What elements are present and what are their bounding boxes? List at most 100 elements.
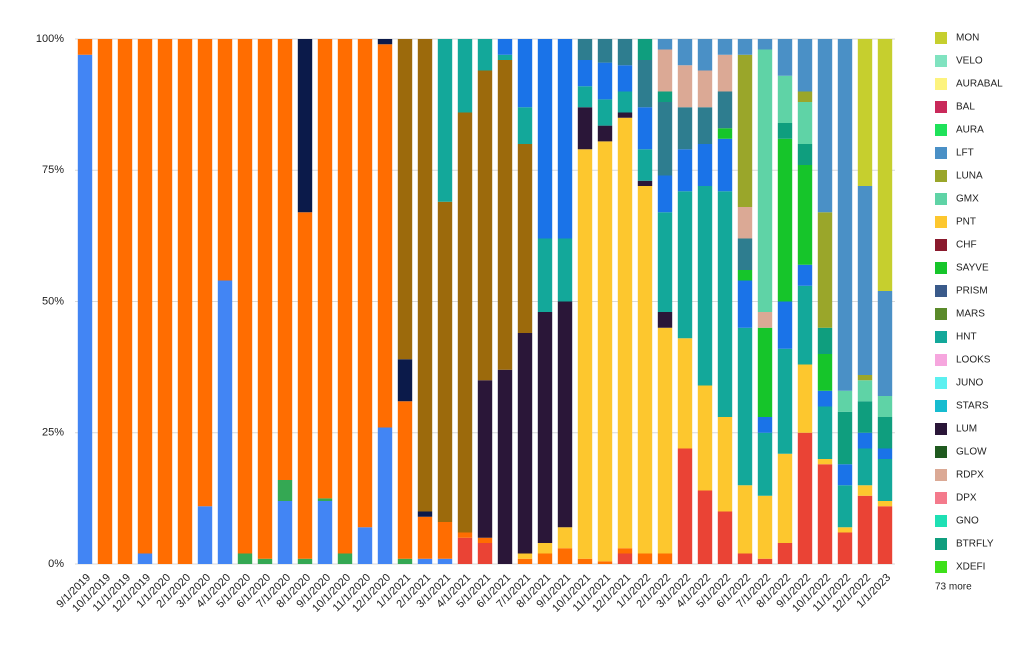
bar-segment — [757, 495, 773, 559]
bar-segment — [337, 553, 353, 564]
bar-segment — [657, 212, 673, 312]
bar-segment — [877, 39, 893, 291]
bar-segment — [737, 207, 753, 239]
legend-swatch — [935, 101, 947, 113]
bar-segment — [757, 312, 773, 328]
bar-segment — [857, 375, 873, 381]
legend-label: DPX — [956, 493, 977, 504]
y-tick-label: 100% — [36, 33, 64, 45]
bar-segment — [377, 44, 393, 428]
bar-segment — [737, 280, 753, 328]
bar-segment — [557, 39, 573, 239]
bar-segment — [417, 558, 433, 564]
bar-segment — [717, 54, 733, 92]
bar-segment — [737, 553, 753, 564]
bar-segment — [197, 506, 213, 564]
bar-segment — [537, 312, 553, 543]
bar-segment — [537, 553, 553, 564]
bar-segment — [817, 390, 833, 407]
bar-segment — [537, 543, 553, 554]
bar-segment — [837, 390, 853, 412]
bar-segment — [577, 60, 593, 87]
bar-segment — [417, 516, 433, 559]
bar-segment — [817, 354, 833, 391]
bar-segment — [777, 301, 793, 349]
legend-label: PNT — [956, 217, 976, 228]
bar-segment — [737, 327, 753, 486]
bar-segment — [77, 54, 93, 564]
bar-segment — [497, 60, 513, 370]
bar-segment — [837, 532, 853, 564]
legend-swatch — [935, 78, 947, 90]
bar-segment — [857, 380, 873, 402]
legend-swatch — [935, 354, 947, 366]
bar-segment — [457, 112, 473, 533]
legend-label: LOOKS — [956, 355, 991, 366]
bar-segment — [137, 553, 153, 564]
bar-segment — [417, 39, 433, 512]
legend-swatch — [935, 308, 947, 320]
bar-segment — [117, 39, 133, 564]
bar-segment — [597, 62, 613, 100]
bar-segment — [317, 501, 333, 564]
bar-segment — [757, 558, 773, 564]
legend-swatch — [935, 423, 947, 435]
legend-swatch — [935, 331, 947, 343]
legend-swatch — [935, 193, 947, 205]
bar-segment — [397, 401, 413, 559]
bar-segment — [797, 432, 813, 564]
bar-segment — [277, 501, 293, 564]
bar-segment — [837, 527, 853, 533]
bar-segment — [317, 498, 333, 501]
legend-label: LUM — [956, 424, 977, 435]
legend-swatch — [935, 170, 947, 182]
legend-label: MARS — [956, 309, 985, 320]
bar-segment — [317, 39, 333, 499]
bar-segment — [637, 149, 653, 181]
bar-segment — [757, 432, 773, 496]
y-tick-label: 0% — [48, 558, 64, 570]
legend-label: AURABAL — [956, 79, 1003, 90]
bar-segment — [777, 453, 793, 543]
bar-segment — [717, 39, 733, 55]
bar-segment — [857, 485, 873, 496]
bar-segment — [837, 485, 853, 528]
legend-swatch — [935, 55, 947, 67]
bar-segment — [717, 417, 733, 512]
bar-segment — [557, 548, 573, 564]
bar-segment — [677, 107, 693, 150]
bar-segment — [837, 39, 853, 391]
bar-segment — [597, 141, 613, 562]
bar-segment — [457, 537, 473, 564]
legend-label: LUNA — [956, 171, 983, 182]
bar-segment — [157, 39, 173, 564]
bar-segment — [417, 511, 433, 517]
bar-segment — [737, 238, 753, 270]
bar-segment — [677, 191, 693, 339]
bar-segment — [257, 558, 273, 564]
legend-label: AURA — [956, 125, 984, 136]
bar-segment — [877, 506, 893, 564]
bar-segment — [697, 70, 713, 108]
bar-segment — [857, 448, 873, 486]
legend-label: STARS — [956, 401, 989, 412]
legend-swatch — [935, 400, 947, 412]
bar-segment — [857, 495, 873, 564]
legend-swatch — [935, 239, 947, 251]
bar-segment — [197, 39, 213, 507]
bar-segment — [237, 39, 253, 554]
bar-segment — [577, 107, 593, 150]
bar-segment — [757, 49, 773, 312]
bar-segment — [177, 39, 193, 564]
legend-label: BTRFLY — [956, 539, 994, 550]
bar-segment — [357, 39, 373, 528]
legend-label: RDPX — [956, 470, 984, 481]
bar-segment — [717, 128, 733, 139]
bar-segment — [597, 561, 613, 564]
bar-segment — [637, 39, 653, 60]
bar-segment — [797, 102, 813, 144]
legend-swatch — [935, 538, 947, 550]
bar-segment — [677, 149, 693, 192]
bar-segment — [757, 39, 773, 50]
